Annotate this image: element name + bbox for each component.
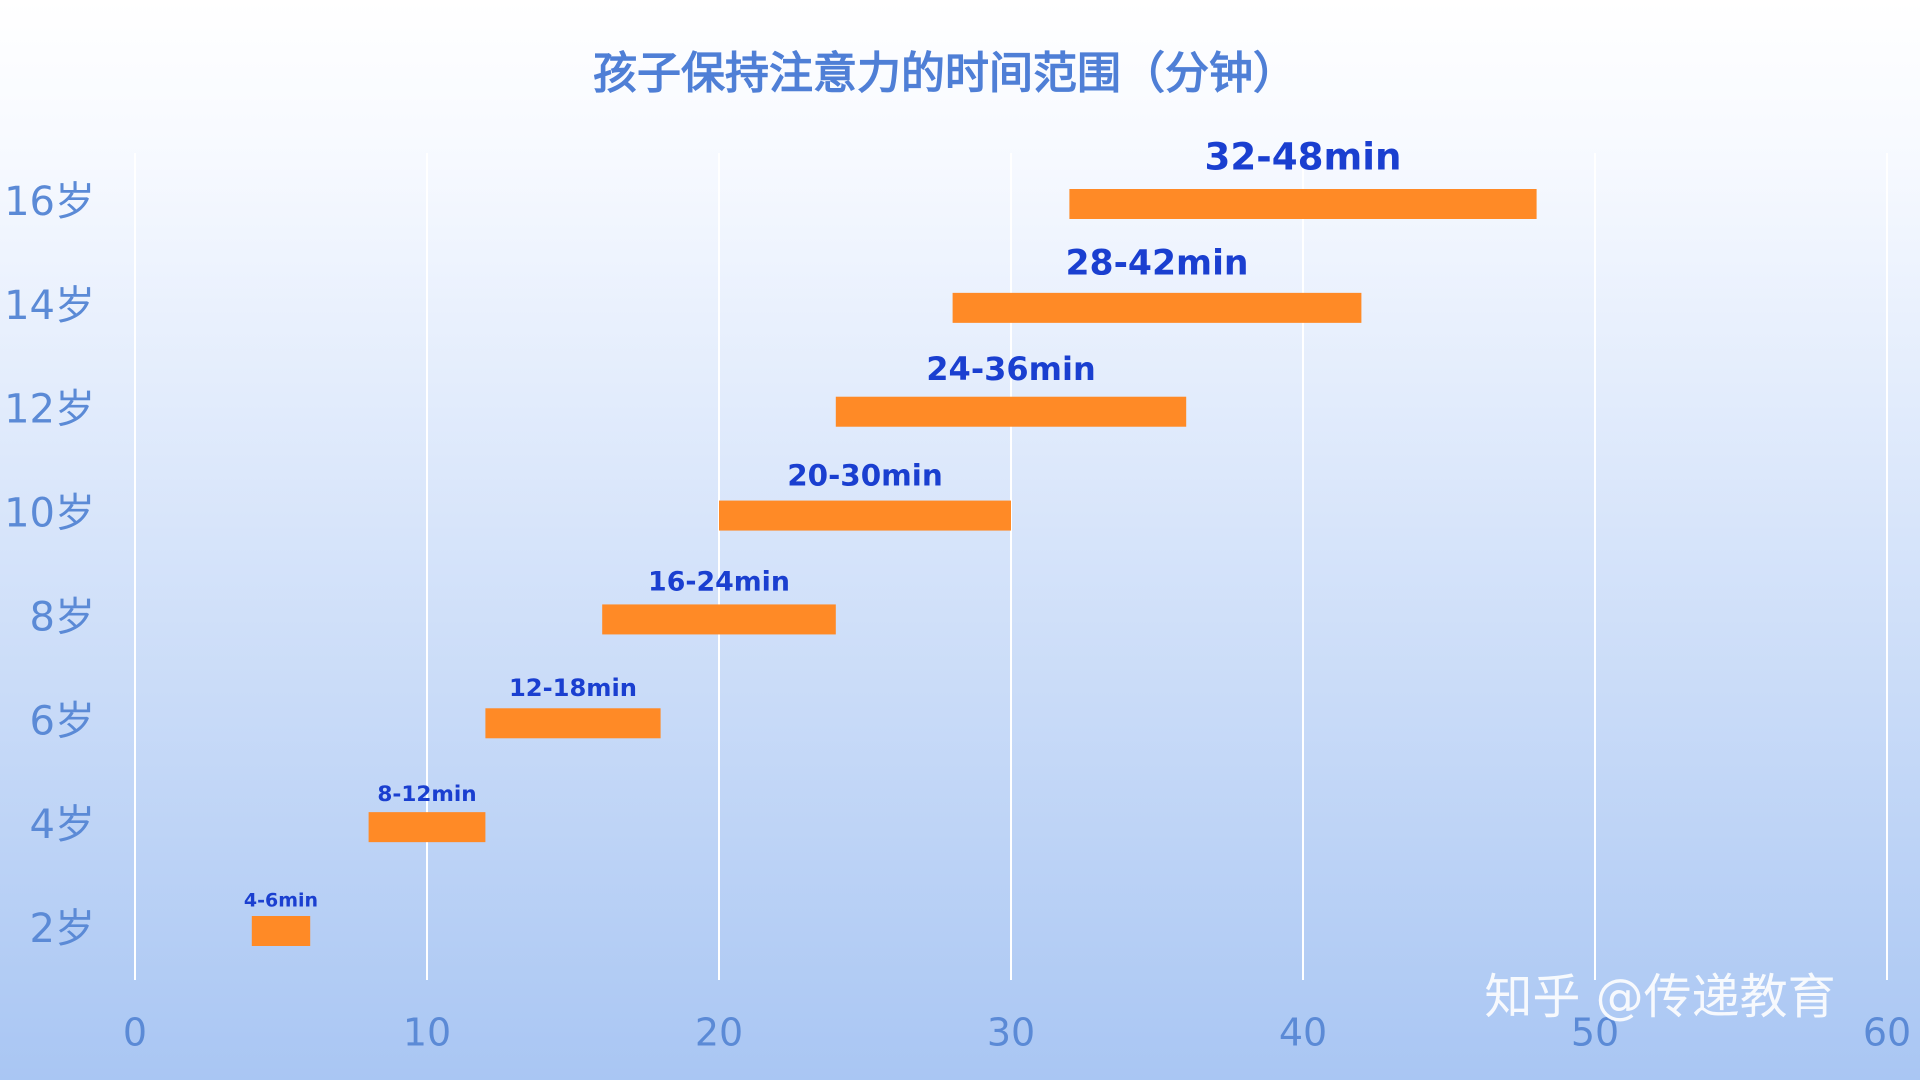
x-tick-label: 30 <box>987 1011 1035 1055</box>
bar <box>602 604 836 635</box>
x-tick-label: 0 <box>123 1011 147 1055</box>
y-tick-label: 10岁 <box>4 491 95 537</box>
data-label: 16-24min <box>648 566 790 597</box>
chart-title: 孩子保持注意力的时间范围（分钟） <box>593 48 1297 99</box>
bar <box>1069 189 1537 219</box>
y-tick-label: 2岁 <box>30 906 95 952</box>
x-tick-label: 20 <box>695 1011 743 1055</box>
data-label: 4-6min <box>244 889 318 911</box>
y-tick-label: 12岁 <box>4 387 95 433</box>
x-tick-label: 50 <box>1571 1011 1619 1055</box>
bar <box>251 916 311 946</box>
y-tick-label: 8岁 <box>30 594 95 640</box>
y-tick-label: 16岁 <box>4 179 95 225</box>
x-tick-label: 60 <box>1863 1011 1911 1055</box>
data-label: 20-30min <box>787 459 943 493</box>
y-tick-label: 6岁 <box>30 698 95 744</box>
x-tick-label: 40 <box>1279 1011 1327 1055</box>
y-tick-label: 4岁 <box>30 802 95 848</box>
bar <box>719 500 1011 531</box>
bar <box>952 292 1362 323</box>
bar <box>835 396 1187 427</box>
x-tick-label: 10 <box>403 1011 451 1055</box>
bar <box>368 812 486 843</box>
data-label: 24-36min <box>926 350 1095 388</box>
data-label: 8-12min <box>377 782 476 807</box>
bar <box>485 708 661 739</box>
data-label: 12-18min <box>509 674 637 702</box>
y-tick-label: 14岁 <box>4 283 95 329</box>
data-label: 32-48min <box>1205 135 1402 179</box>
watermark: 知乎 @传递教育 <box>1484 969 1835 1025</box>
data-label: 28-42min <box>1065 244 1248 284</box>
